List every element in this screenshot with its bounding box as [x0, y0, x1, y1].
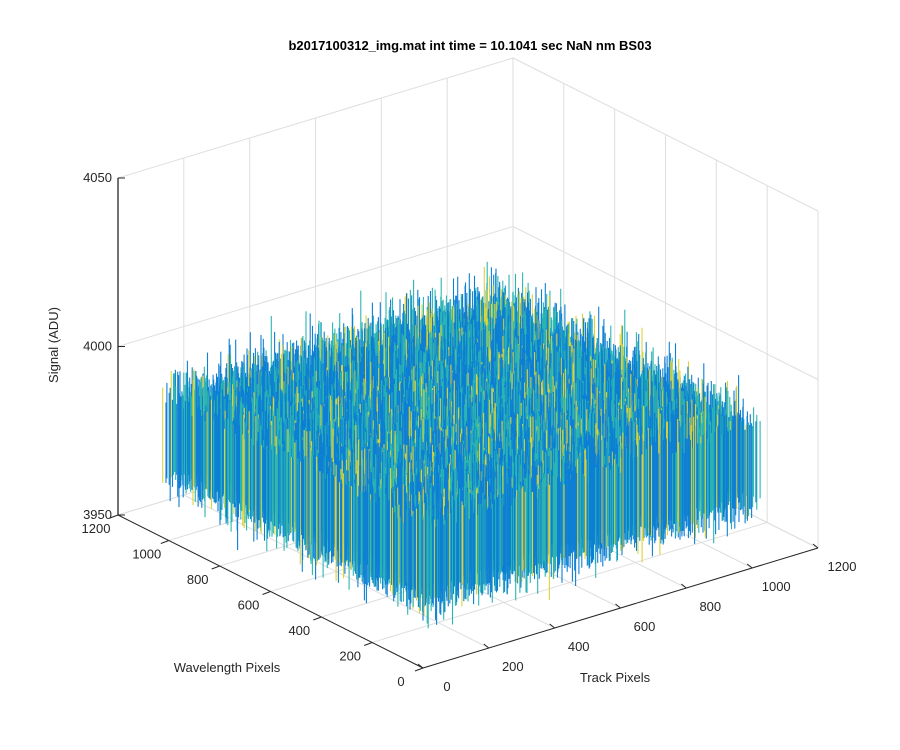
surface-data: [162, 261, 761, 629]
grid-line: [512, 226, 819, 380]
grid-line: [117, 57, 514, 179]
grid-line: [117, 226, 514, 347]
grid-line: [372, 522, 768, 643]
grid-line: [512, 57, 819, 212]
